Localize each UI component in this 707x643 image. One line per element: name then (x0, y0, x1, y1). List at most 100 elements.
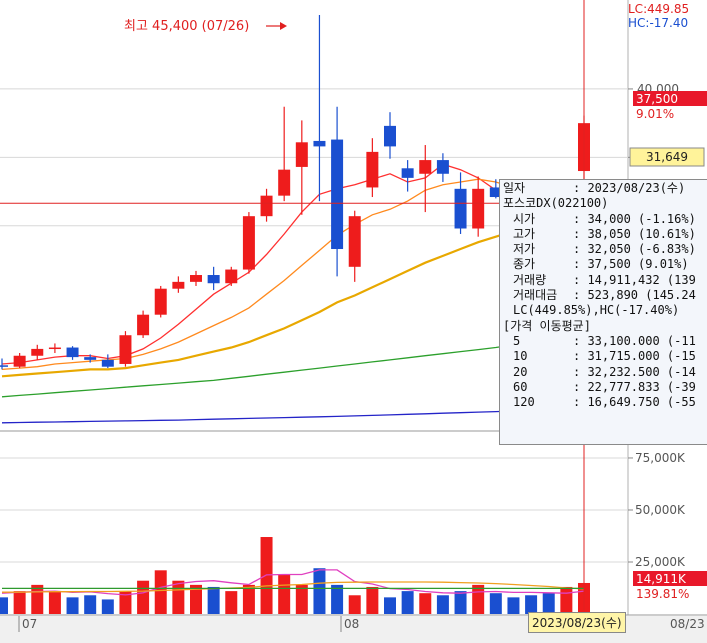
info-value: : 37,500 (9.01%) (573, 257, 689, 272)
info-row-low: 저가: 32,050 (-6.83%) (503, 242, 707, 257)
crosshair-price-tag (629, 147, 705, 167)
candle-body (242, 216, 255, 270)
candle-body (0, 365, 8, 367)
volume-bar (48, 591, 61, 614)
candle-body (454, 188, 467, 229)
info-ma-10: 10 : 31,715.000 (-15 (503, 349, 707, 364)
candle-body (31, 348, 44, 356)
volume-bar (31, 584, 44, 614)
info-key: 60 (513, 379, 528, 394)
volume-bar (0, 597, 8, 614)
info-date-label: 일자 (503, 181, 526, 195)
info-row-volume: 거래량: 14,911,432 (139 (503, 273, 707, 288)
info-value: : 523,890 (145.24 (573, 288, 696, 303)
info-ma-header: [가격 이동평균] (503, 318, 591, 333)
volume-bar (542, 593, 555, 614)
volume-bar (489, 593, 502, 614)
info-date-value: : 2023/08/23(수) (573, 181, 686, 195)
info-ma-20: 20: 32,232.500 (-14 (503, 365, 707, 380)
candle-body (154, 288, 167, 315)
info-key: 20 (513, 364, 528, 379)
crosshair-date-tag: 2023/08/23(수) (528, 612, 626, 633)
ma-line (1, 407, 585, 424)
candle-body (278, 169, 291, 196)
candle-body (13, 355, 26, 367)
high-annotation: 최고 45,400 (07/26) (124, 19, 249, 34)
info-ma-60: 60: 22,777.833 (-39 (503, 380, 707, 395)
volume-bar (101, 599, 114, 614)
candle-body (207, 275, 220, 284)
info-key: 5 (513, 333, 521, 348)
candle-body (348, 216, 361, 267)
crosshair-price-value: 31,649 (646, 150, 688, 164)
volume-bar (384, 597, 396, 614)
info-value: : 16,649.750 (-55 (573, 395, 696, 410)
info-panel: 일자: 2023/08/23(수) 포스코DX(022100) 시가: 34,0… (499, 179, 707, 445)
volume-bar (84, 595, 97, 614)
ma-line (1, 178, 585, 371)
candle-body (66, 347, 79, 358)
volume-bar (331, 584, 344, 614)
volume-bar (119, 591, 132, 614)
candle-body (101, 359, 114, 367)
volume-bar (313, 568, 326, 614)
candle-body (190, 275, 202, 282)
candle-body (172, 281, 185, 289)
volume-bar (560, 586, 573, 614)
candle-body (489, 187, 502, 198)
info-key: 시가 (513, 211, 536, 226)
info-ma-5: 5 : 33,100.000 (-11 (503, 334, 707, 349)
ma-line (1, 194, 585, 378)
last-change-value: 9.01% (636, 107, 674, 121)
last-price-tag (633, 91, 707, 106)
info-key: 거래대금 (513, 288, 558, 303)
last-volume-tag (633, 571, 707, 586)
candle-body (313, 140, 326, 147)
candle-body (295, 142, 308, 167)
info-value: : 31,715.000 (-15 (573, 349, 696, 364)
ma-line (1, 163, 585, 365)
info-value: : 38,050 (10.61%) (573, 226, 696, 241)
volume-bar (137, 580, 150, 614)
volume-bar (242, 584, 255, 614)
volume-tick-label: 75,000K (635, 451, 686, 465)
volume-bar (366, 586, 379, 614)
last-volume-change: 139.81% (636, 587, 689, 601)
volume-bar (525, 595, 538, 614)
candle-body (419, 160, 432, 174)
candle-body (331, 139, 344, 250)
volume-bar (207, 586, 220, 614)
last-volume-value: 14,911K (636, 572, 687, 586)
info-lchc: LC(449.85%),HC(-17.40%) (513, 303, 680, 318)
volume-bar (472, 584, 485, 614)
volume-bar (507, 597, 520, 614)
info-value: : 14,911,432 (139 (573, 272, 696, 287)
volume-tick-label: 50,000K (635, 503, 686, 517)
grid (0, 88, 628, 563)
candle-body (260, 195, 273, 217)
volume-bar (172, 580, 185, 614)
info-value: : 33,100.000 (-11 (573, 333, 696, 348)
volume-bar (419, 593, 432, 614)
volume-tick-label: 25,000K (635, 555, 686, 569)
info-key: 10 (513, 349, 528, 364)
info-key: 120 (513, 395, 535, 410)
volume-bar (348, 595, 361, 614)
candle-body (401, 168, 414, 178)
volume-bar (278, 574, 291, 614)
x-label-07: 07 (22, 617, 37, 631)
x-label-last: 08/23 (670, 617, 705, 631)
candle-body (366, 151, 379, 188)
hc-label: HC:-17.40 (628, 16, 688, 30)
info-row-open: 시가: 34,000 (-1.16%) (503, 212, 707, 227)
ma-line (1, 324, 585, 398)
info-ma-120: 120 : 16,649.750 (-55 (503, 395, 707, 410)
volume-bar (154, 570, 167, 614)
price-ma-lines (1, 163, 585, 424)
volume-bar (13, 591, 26, 614)
candle-body (225, 269, 238, 284)
volume-bar (225, 591, 238, 614)
candle-body (137, 314, 150, 336)
info-key: 종가 (513, 257, 536, 272)
candle-body (384, 125, 396, 147)
